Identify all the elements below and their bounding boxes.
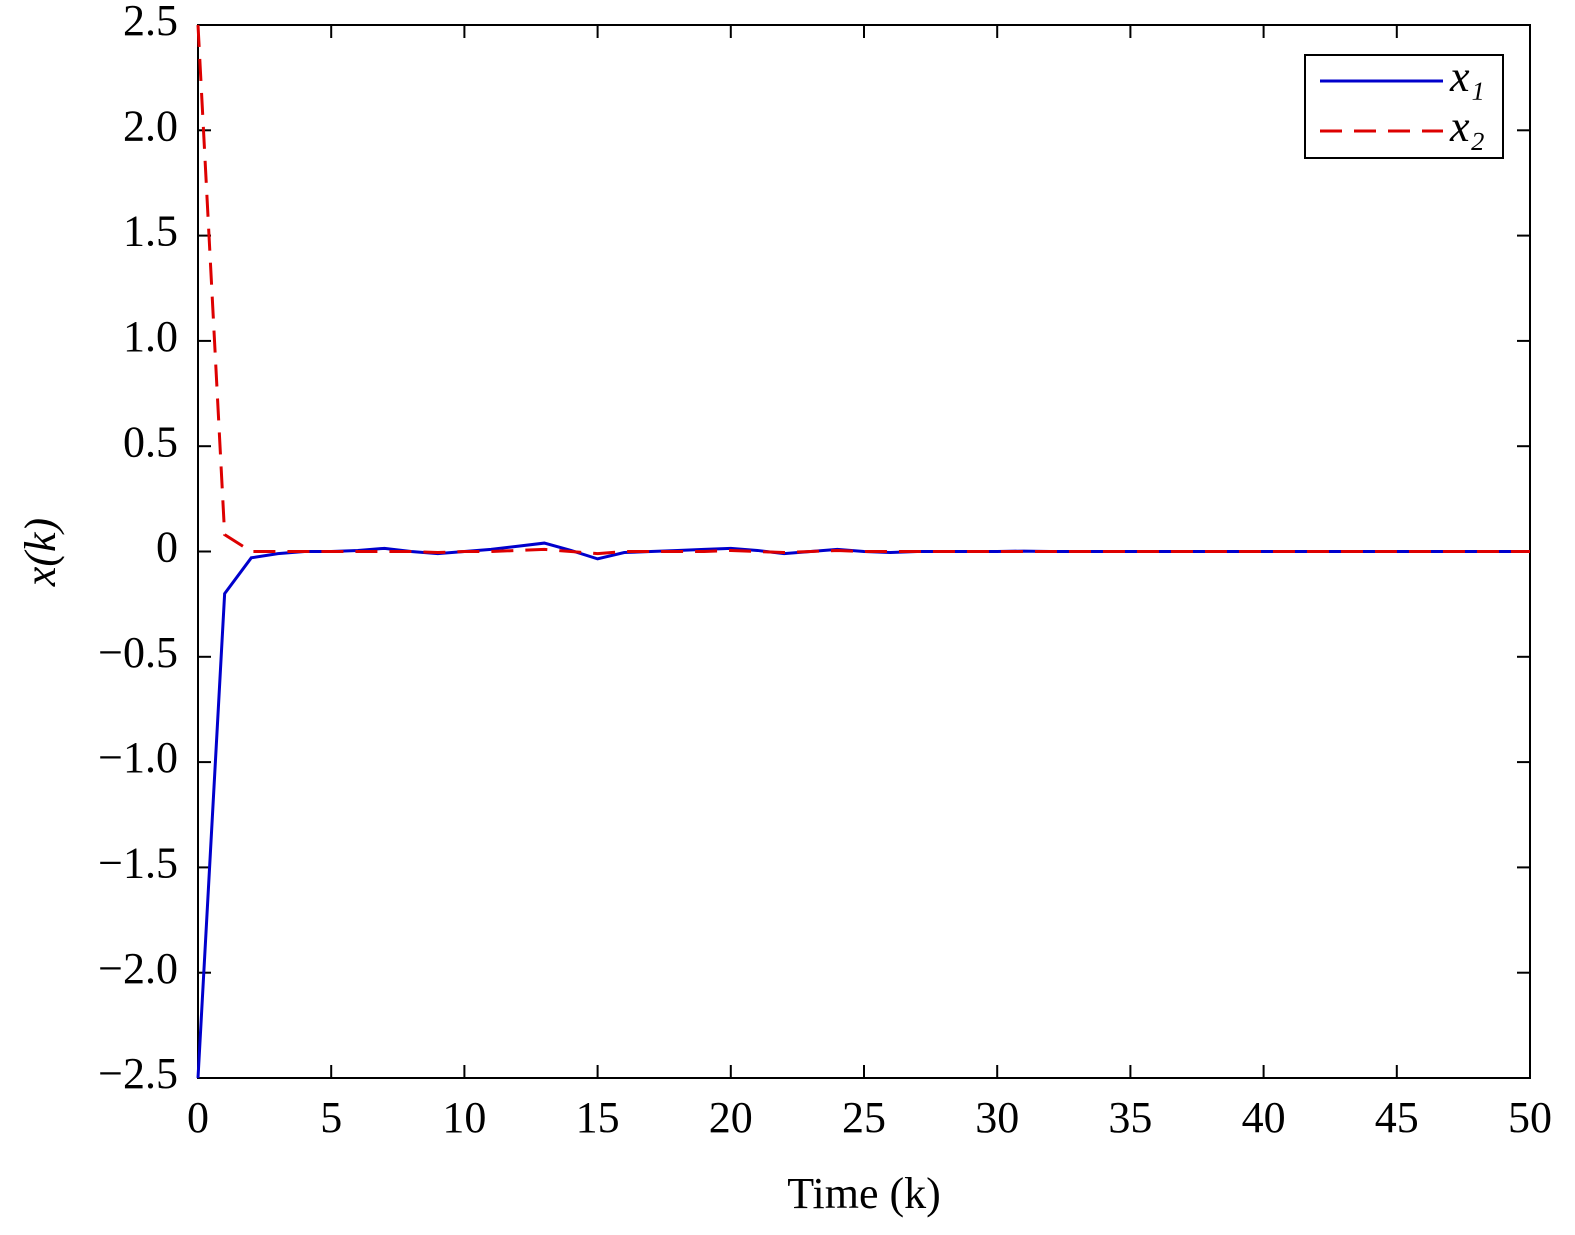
x-tick-label: 30	[975, 1093, 1019, 1142]
x-tick-label: 25	[842, 1093, 886, 1142]
y-tick-label: −1.0	[98, 733, 178, 782]
series-line	[196, 541, 1530, 1079]
y-tick-label: −0.5	[98, 628, 178, 677]
series-line	[196, 24, 1530, 556]
y-tick-label: 0	[156, 523, 178, 572]
legend-box	[1304, 54, 1504, 159]
y-tick-label: 2.0	[123, 101, 178, 150]
x-tick-label: 50	[1508, 1093, 1552, 1142]
y-tick-label: 2.5	[123, 0, 178, 45]
x-tick-label: 15	[576, 1093, 620, 1142]
x-axis-label: Time (k)	[787, 1169, 941, 1218]
x-tick-label: 20	[709, 1093, 753, 1142]
legend-label: x₂	[1449, 102, 1485, 151]
x-tick-label: 35	[1108, 1093, 1152, 1142]
x-tick-label: 5	[320, 1093, 342, 1142]
y-axis-label: x(k)	[16, 518, 65, 587]
x-tick-label: 40	[1242, 1093, 1286, 1142]
y-tick-label: 1.5	[123, 207, 178, 256]
x-tick-label: 45	[1375, 1093, 1419, 1142]
x-tick-label: 0	[187, 1093, 209, 1142]
y-tick-label: −1.5	[98, 838, 178, 887]
legend-label: x₁	[1449, 52, 1485, 101]
y-tick-label: −2.0	[98, 944, 178, 993]
y-tick-label: 1.0	[123, 312, 178, 361]
y-tick-label: −2.5	[98, 1049, 178, 1098]
x-tick-label: 10	[442, 1093, 486, 1142]
y-tick-label: 0.5	[123, 417, 178, 466]
